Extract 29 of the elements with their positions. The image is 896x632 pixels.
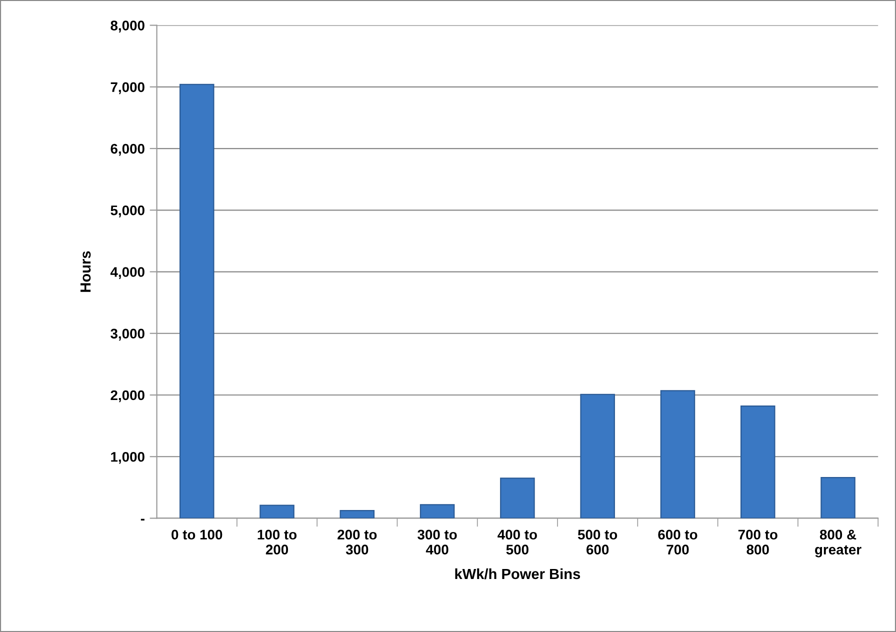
y-tick-label: 5,000: [110, 205, 144, 218]
x-tick-label: 0 to 100: [172, 530, 222, 540]
y-tick-label: 6,000: [110, 144, 144, 156]
x-tick-label: 300 to 400: [418, 530, 457, 555]
y-tick-label: 7,000: [110, 82, 144, 94]
x-tick-label: 100 to 200: [258, 530, 297, 555]
x-tick-label: 200 to 300: [338, 530, 377, 555]
bar: [820, 477, 856, 518]
x-axis-title: kWk/h Power Bins: [455, 568, 580, 580]
x-tick-label: 800 & greater: [815, 530, 862, 558]
bar: [179, 84, 214, 518]
y-tick-label: 4,000: [110, 267, 144, 279]
x-tick-label: 500 to 600: [578, 530, 618, 555]
x-tick-label: 700 to 800: [738, 530, 778, 555]
bar: [420, 504, 455, 518]
y-tick-label: -: [140, 518, 144, 520]
bar: [740, 406, 776, 518]
y-axis-title: Hours: [80, 251, 91, 292]
y-tick-label: 8,000: [110, 20, 144, 32]
x-tick-label: 600 to 700: [658, 530, 698, 555]
y-tick-label: 1,000: [111, 452, 144, 464]
bar: [260, 504, 294, 518]
bar: [580, 394, 615, 518]
bar: [660, 390, 696, 518]
bar: [500, 478, 535, 518]
y-tick-label: 2,000: [110, 390, 144, 402]
x-tick-label: 400 to 500: [498, 530, 537, 555]
y-tick-label: 3,000: [110, 328, 144, 341]
bar: [340, 510, 375, 518]
